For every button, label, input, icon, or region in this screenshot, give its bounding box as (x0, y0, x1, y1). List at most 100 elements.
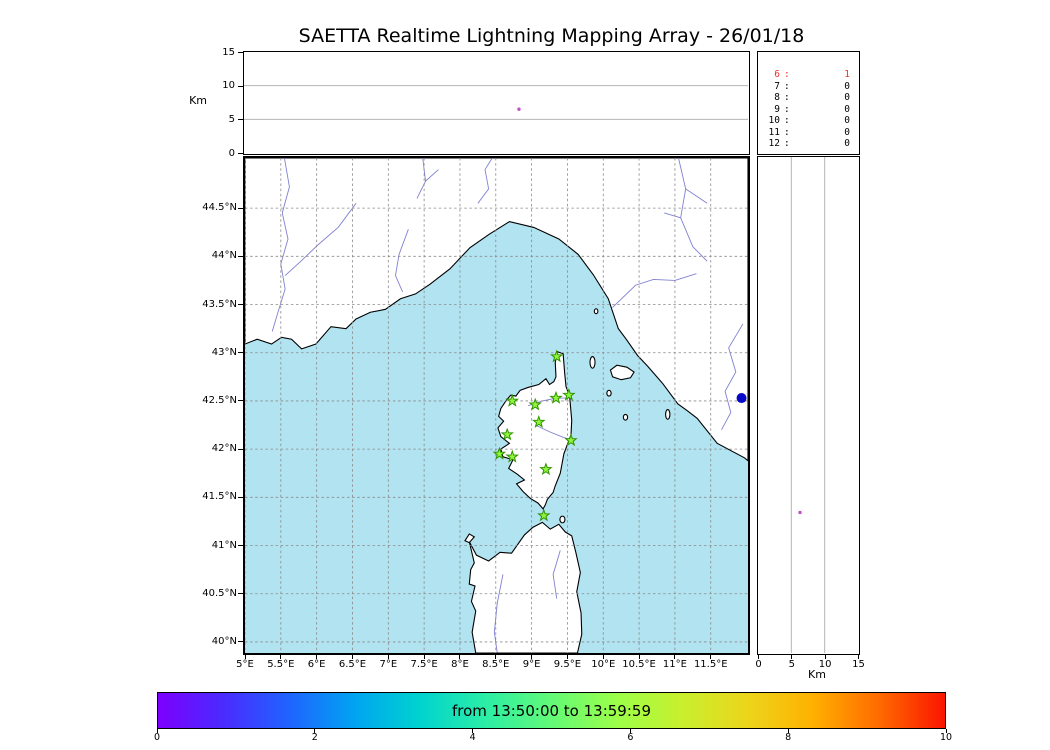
axis-tick (238, 545, 243, 547)
station-star (539, 462, 553, 476)
bin-count: 0 (844, 92, 850, 103)
altitude-count-row: 11: 0 (765, 127, 850, 139)
station-star (531, 415, 546, 428)
axis-tick (238, 593, 243, 595)
altitude-count-row: 6: 1 (765, 69, 850, 81)
lon-tick-label: 9°E (522, 659, 541, 670)
axis-tick (238, 255, 243, 257)
axis-tick (824, 655, 826, 659)
altitude-longitude-plot (244, 85, 748, 120)
pianosa-island (607, 390, 611, 396)
altitude-tick-label: 15 (222, 46, 235, 58)
axis-tick (758, 655, 759, 659)
axis-tick (710, 655, 712, 659)
lon-tick-label: 11.5°E (693, 659, 728, 670)
altitude-count-row: 8: 0 (765, 92, 850, 104)
lat-tick-label: 41.5°N (202, 491, 237, 503)
lat-tick-label: 44.5°N (202, 202, 237, 214)
axis-tick (314, 729, 316, 733)
separator: : (784, 103, 790, 115)
lat-tick-label: 44°N (211, 250, 237, 262)
bin-count: 0 (844, 103, 850, 115)
lon-tick-label: 5°E (236, 659, 254, 670)
lat-tick-label: 43°N (211, 346, 237, 358)
separator: : (784, 115, 790, 126)
station-star (564, 433, 578, 447)
altitude-axis-label: Km (189, 94, 207, 107)
colorbar-tick-label: 0 (153, 732, 161, 743)
axis-tick (238, 153, 243, 154)
bin-count: 0 (844, 126, 850, 138)
altitude-count-row: 9: 0 (765, 104, 850, 116)
lightning-source-dot (736, 393, 747, 404)
station-star (537, 508, 551, 522)
axis-tick (238, 448, 243, 450)
axis-tick (238, 400, 243, 402)
river (613, 274, 697, 308)
altitude-axis-label-bottom: Km (808, 668, 826, 681)
axis-tick (531, 655, 533, 659)
altitude-counts-panel: 6: 1 7: 0 8: 0 9: 0 10: 0 11: 0 12: 0 (757, 51, 860, 155)
river (417, 158, 438, 198)
station-star (550, 349, 564, 363)
lon-tick-label: 6.5°E (338, 659, 367, 670)
station-star (505, 449, 520, 463)
giglio-island (666, 410, 670, 420)
axis-tick (238, 352, 243, 354)
axis-tick (638, 655, 640, 659)
bin-count: 0 (844, 80, 850, 92)
bin-count: 0 (844, 115, 850, 126)
altitude-bin: 11 (768, 126, 780, 138)
colorbar-tick-label: 2 (311, 732, 318, 743)
lon-tick-label: 5.5°E (267, 659, 295, 670)
altitude-tick-label: 10 (222, 80, 235, 92)
lat-tick-label: 41°N (211, 539, 237, 551)
altitude-count-row: 7: 0 (765, 81, 850, 93)
separator: : (784, 138, 790, 149)
sardinia-island (469, 522, 581, 653)
gorgona-island (594, 309, 598, 314)
separator: : (784, 80, 790, 92)
altitude-tick-label: 10 (818, 659, 832, 670)
axis-tick (472, 729, 474, 733)
page-title: SAETTA Realtime Lightning Mapping Array … (298, 25, 805, 47)
river (721, 324, 742, 430)
lon-tick-label: 8.5°E (482, 659, 510, 670)
colorbar-tick-label: 6 (627, 732, 634, 743)
lon-tick-label: 10°E (591, 659, 616, 670)
axis-tick (156, 729, 158, 733)
lat-tick-label: 42°N (211, 443, 237, 455)
altitude-latitude-plot (790, 157, 826, 653)
axis-tick (238, 85, 243, 87)
axis-tick (280, 655, 282, 659)
lightning-source-dot (517, 107, 521, 111)
altitude-tick-label: 15 (852, 659, 865, 670)
station-star (549, 390, 563, 404)
axis-tick (858, 655, 859, 659)
capraia-island (590, 357, 595, 369)
axis-tick (791, 655, 793, 659)
lightning-source-dot (798, 510, 802, 515)
lon-tick-label: 9.5°E (553, 659, 582, 670)
lon-tick-label: 7°E (379, 659, 398, 670)
axis-tick (495, 655, 497, 659)
separator: : (784, 126, 790, 138)
maddalena-island (560, 516, 565, 523)
station-star (500, 427, 515, 441)
asinara-island (465, 534, 474, 543)
lat-tick-label: 40°N (211, 635, 237, 647)
colorbar-tick-label: 8 (785, 732, 792, 743)
axis-tick (244, 655, 246, 659)
river (664, 158, 707, 261)
axis-tick (787, 729, 789, 733)
axis-tick (238, 304, 243, 306)
time-colorbar: from 13:50:00 to 13:59:59 (157, 692, 946, 729)
axis-tick (459, 655, 461, 659)
separator: : (784, 92, 790, 103)
altitude-tick-label: 5 (228, 113, 235, 125)
altitude-count-row: 10: 0 (765, 115, 850, 127)
bin-count: 1 (844, 69, 850, 80)
lat-tick-label: 42.5°N (202, 394, 237, 406)
map-geography (245, 158, 748, 653)
